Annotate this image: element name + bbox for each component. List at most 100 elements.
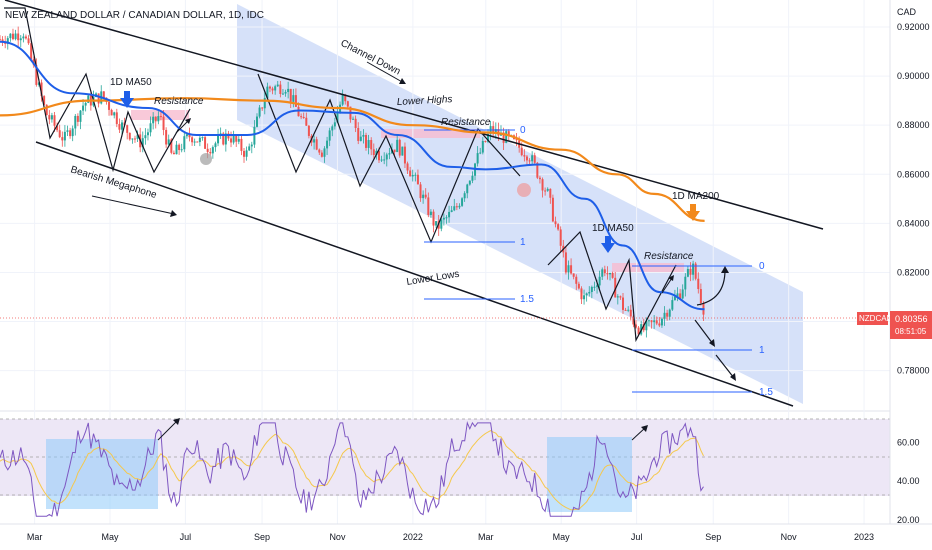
candle-body	[152, 116, 155, 124]
candle-body	[87, 95, 90, 103]
candle-body	[432, 211, 435, 226]
candle-body	[97, 93, 100, 104]
candle-body	[287, 88, 290, 92]
resistance-arrow-1	[175, 119, 190, 134]
candle-body	[201, 137, 204, 139]
candle-body	[211, 147, 214, 154]
price-tick-label: 0.92000	[897, 22, 930, 32]
candle-body	[108, 101, 111, 110]
rsi-axis[interactable]: 60.00 40.00 20.00	[897, 437, 920, 525]
time-tick-label: Mar	[27, 532, 43, 542]
candle-body	[359, 136, 362, 141]
annotation-ma50-2: 1D MA50	[592, 223, 634, 234]
candle-body	[570, 265, 573, 274]
candle-body	[118, 124, 121, 130]
candle-body	[528, 160, 531, 162]
candle-body	[377, 150, 380, 161]
candle-body	[61, 137, 64, 141]
candle-body	[43, 96, 46, 105]
resistance-zone-3	[612, 263, 684, 273]
candle-body	[170, 139, 173, 153]
candle-body	[525, 156, 528, 161]
candle-body	[19, 38, 22, 41]
rsi-tick-label: 60.00	[897, 437, 920, 447]
candle-body	[647, 320, 650, 322]
time-tick-label: Jul	[631, 532, 643, 542]
candle-body	[564, 252, 567, 273]
rsi-tick-label: 20.00	[897, 515, 920, 525]
candle-body	[141, 138, 144, 148]
zigzag-2022	[547, 230, 677, 343]
candle-body	[53, 115, 56, 126]
candle-body	[429, 211, 432, 215]
candle-body	[323, 148, 326, 157]
candle-body	[222, 133, 225, 145]
candle-body	[69, 130, 72, 137]
candle-body	[214, 143, 217, 148]
candle-body	[149, 123, 152, 133]
candle-body	[113, 112, 116, 116]
ma-touch-marker-2	[517, 183, 531, 197]
candle-body	[74, 115, 77, 129]
candle-body	[697, 278, 700, 290]
candle-body	[655, 320, 658, 324]
candle-body	[313, 139, 316, 143]
candle-body	[601, 269, 604, 277]
candle-body	[191, 137, 194, 143]
candle-body	[686, 268, 689, 277]
candle-body	[284, 91, 287, 94]
candle-body	[133, 138, 136, 140]
candle-body	[471, 175, 474, 181]
candle-body	[440, 219, 443, 229]
candle-body	[281, 93, 284, 95]
candle-body	[450, 210, 453, 212]
candle-body	[642, 324, 645, 331]
candle-body	[45, 104, 48, 116]
candle-body	[445, 217, 448, 219]
candle-body	[232, 135, 235, 143]
candle-body	[188, 134, 191, 138]
candle-body	[172, 152, 175, 155]
candle-body	[235, 135, 238, 142]
candle-body	[266, 86, 269, 99]
annotation-resistance-3: Resistance	[644, 251, 694, 262]
resistance-arrowhead-2	[668, 275, 674, 281]
candle-body	[372, 149, 375, 155]
price-tick-label: 0.82000	[897, 267, 930, 277]
projection-up-arrowhead	[721, 266, 729, 273]
price-tick-label: 0.86000	[897, 169, 930, 179]
zigzag-2021-h1	[4, 7, 191, 174]
candle-body	[598, 276, 601, 286]
time-tick-label: Jul	[180, 532, 192, 542]
candle-body	[344, 94, 347, 102]
candle-body	[27, 38, 30, 44]
rsi-arrowhead-2	[641, 425, 648, 432]
candle-body	[279, 84, 282, 94]
time-tick-label: May	[102, 532, 120, 542]
candle-body	[14, 33, 17, 40]
candle-body	[375, 150, 378, 155]
candle-body	[671, 300, 674, 310]
candle-body	[300, 116, 303, 118]
candle-body	[419, 184, 422, 199]
candle-body	[240, 138, 243, 151]
projection-down-arrow-2	[715, 354, 735, 379]
resistance-zone-1	[131, 110, 189, 120]
candle-body	[614, 277, 617, 298]
ma200-arrow-icon	[686, 204, 700, 221]
candle-body	[645, 320, 648, 331]
candle-body	[258, 107, 261, 117]
candle-body	[637, 327, 640, 335]
candle-body	[650, 320, 653, 323]
candle-body	[398, 139, 401, 156]
candle-body	[159, 116, 162, 118]
candle-body	[367, 140, 370, 148]
candle-body	[481, 140, 484, 153]
candle-body	[435, 221, 438, 226]
candle-body	[294, 95, 297, 107]
candle-body	[487, 133, 490, 142]
rsi-tick-label: 40.00	[897, 476, 920, 486]
candle-body	[84, 102, 87, 106]
candle-body	[632, 316, 635, 325]
